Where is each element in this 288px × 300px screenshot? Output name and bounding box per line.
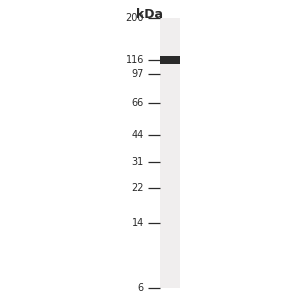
Text: 31: 31 bbox=[132, 157, 144, 166]
Text: 44: 44 bbox=[132, 130, 144, 140]
Text: 66: 66 bbox=[132, 98, 144, 108]
Text: 116: 116 bbox=[126, 55, 144, 65]
Text: 200: 200 bbox=[126, 13, 144, 23]
Text: 14: 14 bbox=[132, 218, 144, 228]
Text: 97: 97 bbox=[132, 69, 144, 79]
Text: kDa: kDa bbox=[136, 8, 163, 20]
Text: 6: 6 bbox=[138, 283, 144, 293]
Text: 22: 22 bbox=[132, 183, 144, 193]
Bar bbox=[160, 56, 180, 64]
Bar bbox=[160, 18, 180, 288]
